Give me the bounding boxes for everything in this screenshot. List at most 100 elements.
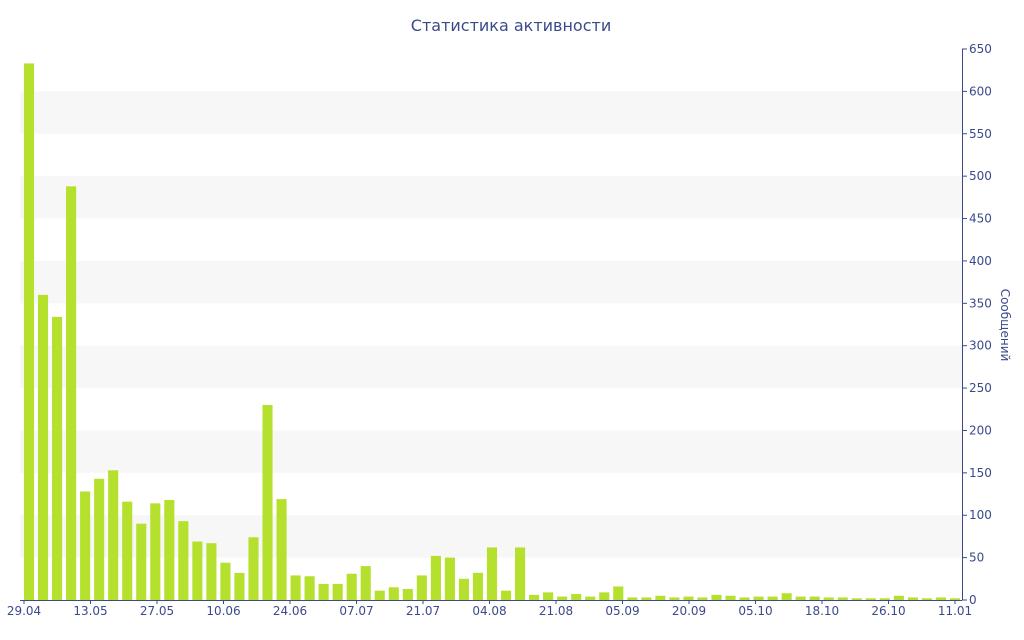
grid-band <box>20 260 962 304</box>
bar <box>360 566 371 600</box>
bar <box>150 503 161 600</box>
bar <box>753 596 764 600</box>
y-tick-label: 550 <box>969 127 992 141</box>
x-tick-label: 07.07 <box>339 604 373 618</box>
bar <box>178 521 189 600</box>
x-tick-label: 11.01 <box>938 604 972 618</box>
x-tick-label: 05.10 <box>738 604 772 618</box>
bar <box>262 405 273 600</box>
x-tick-label: 26.10 <box>871 604 905 618</box>
bar <box>697 597 708 600</box>
bar <box>529 594 540 600</box>
bar <box>599 592 610 600</box>
bar <box>893 595 904 600</box>
bar <box>416 575 427 600</box>
bar <box>486 547 498 600</box>
y-tick-label: 400 <box>969 254 992 268</box>
bar <box>290 575 301 600</box>
bar <box>108 470 119 600</box>
x-tick-label: 13.05 <box>73 604 107 618</box>
bar <box>795 596 806 600</box>
bar <box>52 316 63 600</box>
bar <box>234 572 245 600</box>
bar <box>66 186 77 600</box>
bar <box>164 499 175 600</box>
bar <box>837 597 848 600</box>
axes-group: 0 50 100 150 200 250 300 350 400 450 500 550 600 650 2… <box>7 42 992 618</box>
bar <box>94 478 105 600</box>
bar <box>711 594 722 600</box>
bar <box>248 537 259 600</box>
bar <box>402 588 413 600</box>
bars-group <box>23 63 961 601</box>
y-tick-label: 200 <box>969 423 992 437</box>
bar <box>346 573 357 600</box>
bar <box>865 598 876 600</box>
y-tick-label: 150 <box>969 466 992 480</box>
bar <box>585 596 596 600</box>
bar <box>472 572 484 600</box>
bar <box>907 597 918 600</box>
bar <box>500 590 512 600</box>
bar <box>515 547 526 600</box>
bar <box>669 597 680 600</box>
bar <box>935 597 946 600</box>
bar <box>725 595 736 600</box>
bar <box>949 598 961 600</box>
bar <box>80 491 91 600</box>
bar <box>332 583 343 600</box>
bar <box>136 523 147 600</box>
bar <box>458 578 469 600</box>
y-tick-label: 450 <box>969 212 992 226</box>
y-tick-label: 0 <box>969 593 977 607</box>
chart-title: Статистика активности <box>411 16 611 35</box>
bar <box>627 597 638 600</box>
bar <box>767 596 778 600</box>
grid-band <box>20 91 962 134</box>
y-tick-label: 300 <box>969 339 992 353</box>
y-axis-label: Сообщений <box>998 289 1012 362</box>
bar <box>613 586 624 600</box>
y-tick-label: 50 <box>969 551 984 565</box>
x-tick-label: 10.06 <box>206 604 240 618</box>
bar <box>23 63 35 601</box>
grid-bands <box>20 91 962 558</box>
grid-band <box>20 176 962 219</box>
bar <box>374 590 385 600</box>
bar <box>823 597 834 600</box>
x-tick-label: 21.08 <box>539 604 573 618</box>
bar <box>276 499 287 600</box>
bar <box>655 595 666 600</box>
bar <box>388 587 399 600</box>
y-tick-label: 650 <box>969 42 992 56</box>
bar <box>557 596 568 600</box>
bar <box>739 597 750 600</box>
x-tick-label: 27.05 <box>140 604 174 618</box>
y-tick-label: 100 <box>969 508 992 522</box>
y-tick-label: 250 <box>969 381 992 395</box>
y-tick-label: 500 <box>969 169 992 183</box>
x-tick-label: 21.07 <box>406 604 440 618</box>
bar <box>781 593 792 600</box>
bar <box>318 583 329 600</box>
bar <box>879 598 890 600</box>
x-tick-label: 04.08 <box>472 604 506 618</box>
x-tick-label: 20.09 <box>672 604 706 618</box>
bar <box>122 501 133 600</box>
bar <box>851 598 862 600</box>
bar <box>571 594 582 600</box>
grid-band <box>20 430 962 473</box>
bar <box>430 555 441 600</box>
bar <box>206 543 217 600</box>
bar <box>444 557 455 600</box>
bar <box>543 592 554 600</box>
y-tick-label: 600 <box>969 84 992 98</box>
x-tick-label: 29.04 <box>7 604 41 618</box>
bar <box>37 294 49 600</box>
x-tick-label: 24.06 <box>273 604 307 618</box>
grid-band <box>20 345 962 389</box>
bar <box>683 596 694 600</box>
bar <box>641 597 652 600</box>
